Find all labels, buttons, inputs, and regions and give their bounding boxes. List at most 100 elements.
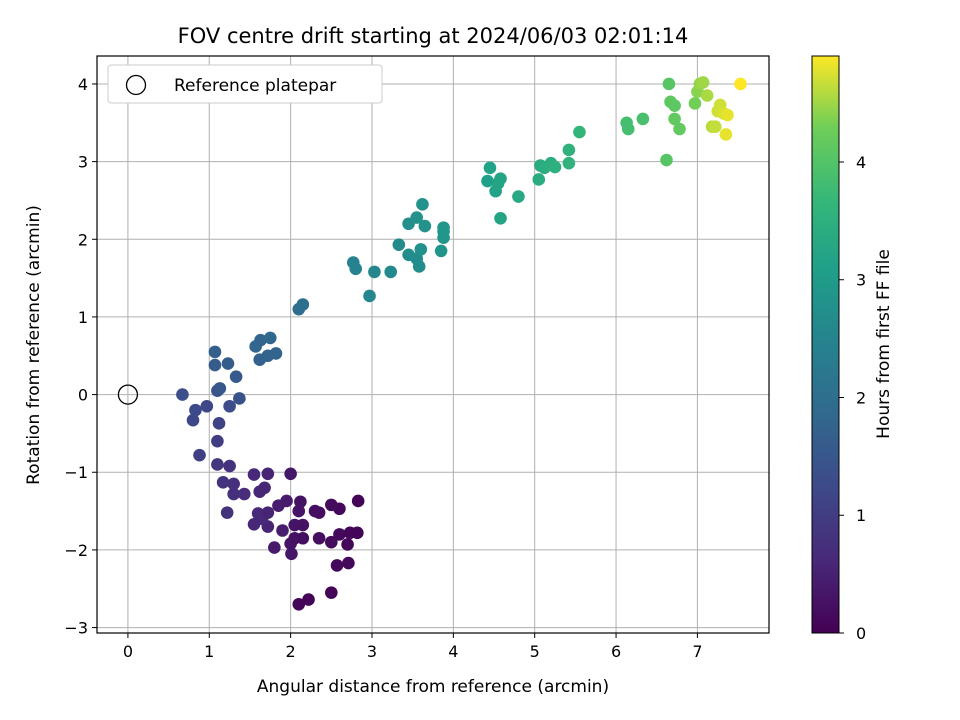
data-point [333, 528, 346, 541]
y-tick-label: 4 [78, 75, 88, 94]
data-point [280, 494, 293, 508]
data-point [292, 597, 306, 611]
data-point [363, 289, 376, 303]
data-point [392, 238, 406, 252]
data-point [176, 388, 189, 401]
colorbar-tick-label: 0 [856, 624, 866, 643]
y-tick-label: 1 [78, 308, 88, 327]
data-point [237, 487, 251, 501]
data-point [734, 77, 747, 91]
data-point [662, 77, 676, 91]
data-point [268, 541, 281, 554]
data-point [621, 122, 635, 136]
y-axis-label: Rotation from reference (arcmin) [24, 205, 44, 485]
data-point [186, 413, 200, 427]
data-point [223, 459, 236, 473]
x-axis-ticks: 0 1 2 3 4 5 6 7 [123, 633, 703, 661]
data-point [221, 357, 235, 370]
data-point [368, 265, 381, 279]
data-point [719, 128, 733, 141]
data-point [208, 358, 222, 372]
data-point [285, 547, 298, 561]
colorbar-ticks: 0 1 2 3 4 [839, 153, 866, 643]
data-point [325, 535, 338, 549]
data-point [351, 494, 365, 508]
data-point [562, 156, 576, 170]
data-point [700, 89, 714, 102]
data-point [562, 143, 576, 157]
data-point [292, 504, 306, 518]
data-point [296, 298, 310, 311]
x-tick-label: 3 [367, 642, 377, 661]
data-point [341, 538, 354, 551]
data-point [660, 153, 673, 167]
reference-marker-layer [117, 384, 139, 405]
colorbar-tick-label: 1 [856, 506, 866, 525]
data-point [227, 487, 240, 501]
y-tick-label: −2 [64, 541, 88, 560]
colorbar-tick-label: 3 [856, 271, 866, 290]
data-point [668, 99, 681, 113]
data-point [721, 108, 734, 122]
data-point [414, 243, 428, 256]
data-point [673, 122, 686, 136]
data-point [251, 507, 265, 520]
data-point [216, 476, 230, 489]
data-point [416, 198, 429, 211]
data-point [227, 477, 240, 491]
data-point [213, 382, 227, 395]
data-point [193, 448, 206, 462]
data-points [176, 76, 747, 611]
data-point [688, 97, 702, 110]
colorbar: 0 1 2 3 4 Hours from first FF file [811, 55, 894, 643]
x-tick-label: 6 [611, 642, 621, 661]
data-point [200, 399, 214, 413]
data-point [247, 468, 261, 481]
data-point [384, 265, 397, 279]
y-tick-label: −1 [64, 463, 88, 482]
y-tick-label: 2 [78, 230, 88, 249]
data-point [261, 467, 275, 481]
chart-title: FOV centre drift starting at 2024/06/03 … [178, 24, 689, 48]
x-tick-label: 0 [123, 642, 133, 661]
data-point [325, 586, 338, 599]
y-tick-label: 0 [78, 386, 88, 405]
plot-frame [96, 55, 770, 634]
data-point [312, 531, 326, 545]
data-point [296, 531, 310, 545]
data-point [573, 125, 586, 139]
reference-platepar-marker [117, 384, 139, 405]
data-point [351, 526, 364, 540]
data-point [294, 495, 307, 509]
colorbar-tick-label: 4 [856, 153, 866, 172]
legend: Reference platepar [107, 64, 383, 104]
data-point [548, 160, 562, 174]
data-point [532, 173, 546, 186]
data-point [636, 112, 650, 126]
data-point [696, 76, 710, 89]
colorbar-label: Hours from first FF file [874, 249, 894, 439]
x-axis-label: Angular distance from reference (arcmin) [257, 677, 609, 697]
data-point [418, 219, 432, 233]
data-point [263, 331, 277, 345]
data-point [349, 262, 363, 276]
x-tick-label: 4 [448, 642, 458, 661]
x-tick-label: 2 [286, 642, 296, 661]
data-point [437, 221, 450, 234]
data-point [254, 333, 267, 347]
data-point [258, 481, 271, 495]
data-point [302, 593, 315, 606]
x-tick-label: 1 [204, 642, 214, 661]
data-point [208, 345, 222, 359]
y-axis-ticks: −3 −2 −1 0 1 2 3 4 [64, 75, 97, 638]
data-point [494, 212, 507, 225]
data-point [229, 370, 243, 384]
data-point [308, 504, 322, 518]
data-point [261, 506, 275, 519]
x-tick-label: 5 [530, 642, 540, 661]
data-point [223, 399, 236, 413]
data-point [330, 559, 344, 572]
data-point [483, 161, 497, 175]
data-point [410, 211, 424, 224]
